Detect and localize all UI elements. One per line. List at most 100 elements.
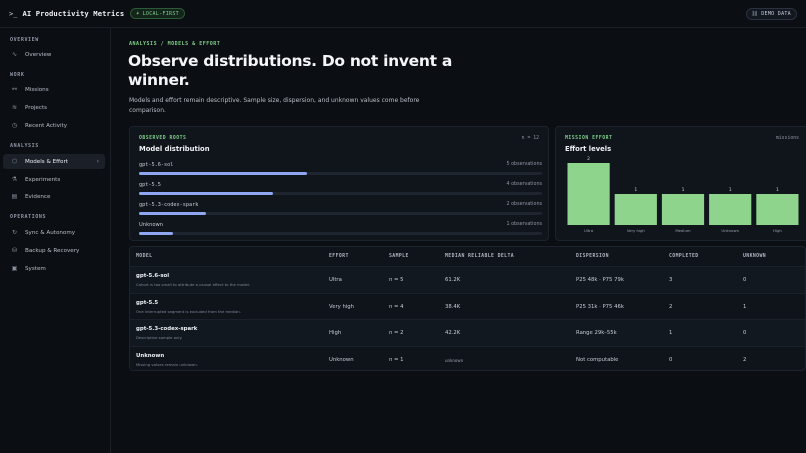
- chevron-right-icon: ›: [96, 158, 99, 165]
- distribution-row: Unknown 1 observations: [139, 222, 542, 242]
- dispersion-value: Range 29k–55k: [576, 330, 617, 336]
- effort-value: Ultra: [329, 277, 342, 283]
- effort-value: High: [329, 330, 342, 336]
- app-title: AI Productivity Metrics: [22, 9, 125, 18]
- panel-kicker: MISSION EFFORT: [565, 136, 613, 141]
- demo-data-badge: ⛓ DEMO DATA: [745, 8, 797, 20]
- column-header-dispersion: DISPERSION: [576, 254, 609, 259]
- median-delta-value: 38.4K: [445, 303, 461, 310]
- dispersion-value: P25 31k · P75 46k: [576, 303, 624, 310]
- sidebar-item-label: Missions: [25, 86, 49, 93]
- page-title-line: winner.: [128, 71, 190, 89]
- unknown-value: 2: [743, 356, 747, 363]
- stack-icon: ≋: [11, 104, 18, 111]
- table-row[interactable]: gpt-5.5 One interrupted segment is exclu…: [130, 292, 805, 320]
- sample-value: n = 5: [389, 277, 404, 283]
- sidebar-item-label: Projects: [25, 104, 48, 111]
- unknown-value: 1: [743, 303, 747, 310]
- observation-count: 5 observations: [506, 162, 542, 167]
- table-row[interactable]: gpt-5.6-sol Cohort is too small to attri…: [130, 266, 805, 293]
- sample-value: n = 1: [389, 356, 404, 363]
- effort-value: Very high: [329, 303, 355, 310]
- distribution-bar: [139, 232, 173, 235]
- route-icon: ⚯: [11, 86, 18, 93]
- model-name: gpt-5.5: [139, 182, 161, 188]
- distribution-bar: [139, 172, 307, 175]
- bar-value-label: 1: [634, 187, 637, 193]
- sidebar: OVERVIEW ∿ Overview WORK ⚯ Missions ≋ Pr…: [0, 28, 111, 453]
- page-title: Observe distributions. Do not invent a w…: [128, 52, 458, 90]
- flask-icon: ⚗: [11, 176, 18, 183]
- sidebar-item-models-effort[interactable]: ⬡ Models & Effort ›: [3, 154, 105, 169]
- observation-count: 2 observations: [506, 202, 542, 207]
- sidebar-item-evidence[interactable]: ▤ Evidence: [3, 189, 105, 204]
- effort-bar: [661, 194, 705, 225]
- dispersion-value: P25 48k · P75 79k: [576, 277, 624, 283]
- table-row[interactable]: Unknown Missing values remain unknown. U…: [130, 345, 805, 371]
- unknown-value: 0: [743, 330, 747, 336]
- completed-value: 0: [669, 356, 673, 363]
- row-note: Cohort is too small to attribute a causa…: [136, 282, 251, 287]
- terminal-icon: ▣: [11, 265, 18, 272]
- completed-value: 3: [669, 277, 673, 283]
- distribution-track: [139, 192, 542, 195]
- page-description: Models and effort remain descriptive. Sa…: [129, 97, 420, 114]
- sidebar-item-backup-recovery[interactable]: ⛁ Backup & Recovery: [3, 243, 105, 258]
- sample-size-count: n = 12: [521, 136, 539, 141]
- sidebar-item-system[interactable]: ▣ System: [3, 261, 105, 276]
- distribution-row: gpt-5.6-sol 5 observations: [139, 162, 542, 182]
- leaf-icon: ⚘: [136, 10, 140, 17]
- category-label: Ultra: [584, 228, 593, 233]
- column-header-median-delta: MEDIAN RELIABLE DELTA: [445, 254, 515, 259]
- sidebar-item-label: System: [25, 265, 46, 272]
- category-label: Unknown: [721, 228, 739, 233]
- sample-value: n = 2: [389, 330, 404, 336]
- sidebar-item-label: Backup & Recovery: [25, 247, 80, 254]
- activity-icon: ∿: [11, 51, 18, 58]
- distribution-track: [139, 232, 542, 235]
- category-label: Medium: [675, 228, 690, 233]
- sidebar-item-experiments[interactable]: ⚗ Experiments: [3, 172, 105, 187]
- completed-value: 2: [669, 303, 673, 310]
- category-label: Very high: [627, 228, 646, 233]
- distribution-bar: [139, 212, 207, 215]
- column-header-completed: COMPLETED: [669, 254, 699, 259]
- model-name: gpt-5.3-codex-spark: [139, 202, 199, 208]
- model-name: gpt-5.5: [136, 299, 159, 306]
- sidebar-section-work: WORK: [10, 72, 25, 78]
- bar-value-label: 1: [682, 187, 685, 193]
- sidebar-item-label: Models & Effort: [25, 158, 68, 165]
- sidebar-item-label: Overview: [25, 51, 52, 58]
- bar-value-label: 1: [729, 187, 732, 193]
- sidebar-section-overview: OVERVIEW: [10, 37, 39, 43]
- sidebar-item-recent-activity[interactable]: ◷ Recent Activity: [3, 118, 105, 133]
- demo-data-label: DEMO DATA: [761, 11, 791, 17]
- column-header-model: MODEL: [136, 254, 153, 259]
- sidebar-item-missions[interactable]: ⚯ Missions: [3, 82, 105, 97]
- effort-levels-panel: MISSION EFFORT Effort levels missions 2 U…: [555, 126, 806, 241]
- panel-unit-label: missions: [775, 136, 799, 141]
- sidebar-item-projects[interactable]: ≋ Projects: [3, 100, 105, 115]
- effort-bar-chart: 2 Ultra 1 Very high 1 Medium 1 Unknown 1 High: [567, 156, 799, 233]
- panel-title: Model distribution: [139, 145, 210, 153]
- sync-icon: ↻: [11, 229, 18, 236]
- table-row[interactable]: gpt-5.3-codex-spark Descriptive sample o…: [130, 319, 805, 346]
- sidebar-item-label: Recent Activity: [25, 122, 68, 129]
- page-title-line: Observe distributions. Do not invent a: [128, 52, 452, 70]
- observation-count: 4 observations: [506, 182, 542, 187]
- distribution-bar: [139, 192, 274, 195]
- sidebar-item-label: Experiments: [25, 176, 61, 183]
- panel-kicker: OBSERVED ROOTS: [139, 136, 187, 141]
- sidebar-item-sync-autonomy[interactable]: ↻ Sync & Autonomy: [3, 225, 105, 240]
- median-delta-value: unknown: [445, 357, 464, 363]
- file-icon: ▤: [11, 193, 18, 200]
- model-name: Unknown: [139, 222, 164, 228]
- column-header-sample: SAMPLE: [389, 254, 409, 259]
- model-name: Unknown: [136, 352, 165, 359]
- effort-value: Unknown: [329, 356, 354, 363]
- distribution-track: [139, 212, 542, 215]
- sidebar-item-overview[interactable]: ∿ Overview: [3, 47, 105, 62]
- sample-value: n = 4: [389, 303, 404, 310]
- distribution-row: gpt-5.3-codex-spark 2 observations: [139, 202, 542, 222]
- model-distribution-panel: OBSERVED ROOTS Model distribution n = 12…: [129, 126, 549, 241]
